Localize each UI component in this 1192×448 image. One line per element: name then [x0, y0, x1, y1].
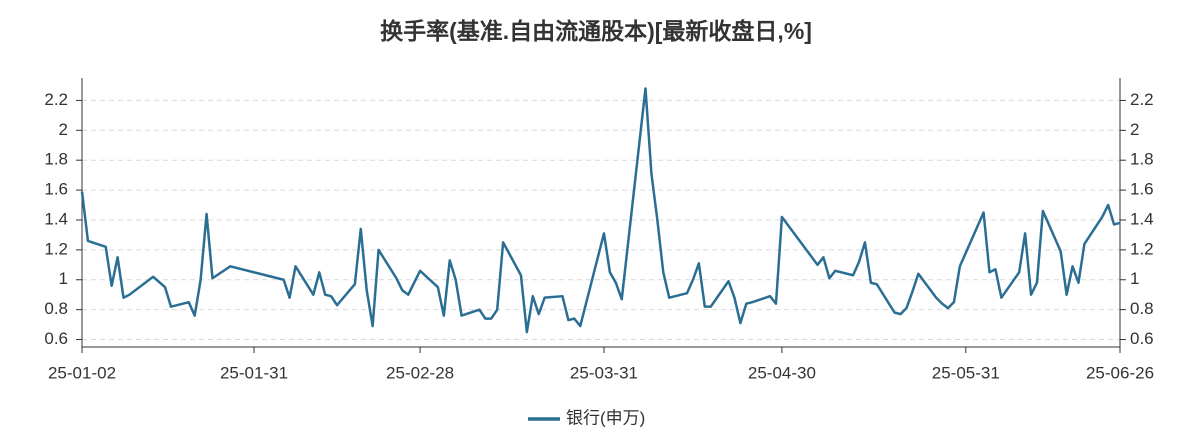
y2-tick-label: 2 — [1130, 120, 1139, 139]
y2-tick-label: 0.6 — [1130, 329, 1154, 348]
y2-tick-label: 1.4 — [1130, 209, 1154, 228]
x-tick-label: 25-02-28 — [386, 363, 454, 382]
x-tick-label: 25-04-30 — [748, 363, 816, 382]
y2-tick-label: 1 — [1130, 269, 1139, 288]
y2-tick-label: 0.8 — [1130, 299, 1154, 318]
y2-tick-label: 1.6 — [1130, 180, 1154, 199]
y2-tick-label: 2.2 — [1130, 90, 1154, 109]
y2-tick-label: 1.8 — [1130, 150, 1154, 169]
y-tick-label: 2 — [59, 120, 68, 139]
y-tick-label: 1.6 — [44, 180, 68, 199]
y-tick-label: 2.2 — [44, 90, 68, 109]
legend-label: 银行(申万) — [566, 408, 645, 427]
chart-title: 换手率(基准.自由流通股本)[最新收盘日,%] — [380, 18, 812, 44]
y-tick-label: 0.8 — [44, 299, 68, 318]
x-tick-label: 25-06-26 — [1086, 363, 1154, 382]
y-tick-label: 1.8 — [44, 150, 68, 169]
x-tick-label: 25-01-02 — [48, 363, 116, 382]
y-tick-label: 1.4 — [44, 209, 68, 228]
y-tick-label: 0.6 — [44, 329, 68, 348]
series-line — [80, 87, 1121, 334]
y-tick-label: 1 — [59, 269, 68, 288]
x-tick-label: 25-03-31 — [570, 363, 638, 382]
y-tick-label: 1.2 — [44, 239, 68, 258]
y2-tick-label: 1.2 — [1130, 239, 1154, 258]
x-tick-label: 25-01-31 — [220, 363, 288, 382]
x-tick-label: 25-05-31 — [932, 363, 1000, 382]
